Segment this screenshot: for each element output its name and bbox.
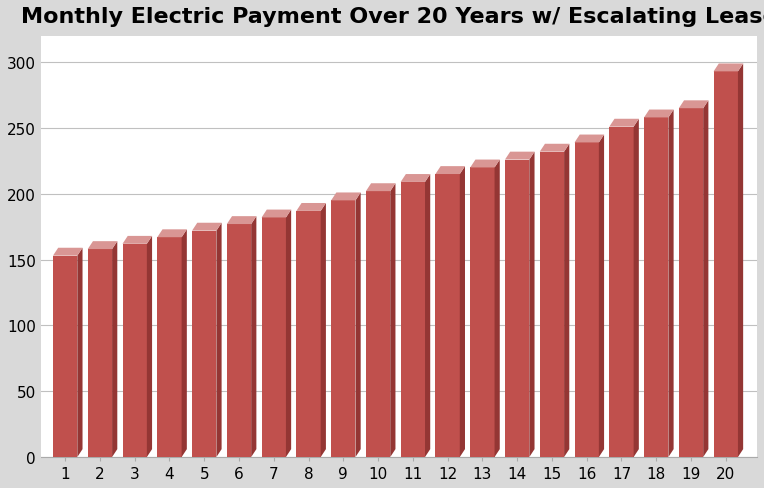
Polygon shape	[494, 160, 500, 457]
Polygon shape	[321, 203, 326, 457]
Bar	[400, 183, 425, 457]
Bar	[88, 249, 112, 457]
Polygon shape	[192, 224, 222, 231]
Bar	[435, 175, 460, 457]
Polygon shape	[122, 236, 152, 244]
Polygon shape	[251, 217, 257, 457]
Bar	[505, 160, 529, 457]
Bar	[261, 218, 286, 457]
Polygon shape	[331, 193, 361, 201]
Bar	[366, 192, 390, 457]
Polygon shape	[668, 110, 674, 457]
Polygon shape	[112, 242, 118, 457]
Bar	[575, 143, 599, 457]
Polygon shape	[88, 242, 118, 249]
Polygon shape	[714, 64, 743, 72]
Polygon shape	[390, 184, 396, 457]
Bar	[227, 224, 251, 457]
Polygon shape	[738, 64, 743, 457]
Bar	[157, 238, 182, 457]
Polygon shape	[157, 230, 187, 238]
Bar	[609, 127, 633, 457]
Polygon shape	[400, 175, 430, 183]
Polygon shape	[609, 120, 639, 127]
Bar	[53, 256, 77, 457]
Polygon shape	[575, 135, 604, 143]
Polygon shape	[296, 203, 326, 211]
Polygon shape	[564, 144, 569, 457]
Polygon shape	[539, 144, 569, 152]
Polygon shape	[633, 120, 639, 457]
Polygon shape	[227, 217, 257, 224]
Bar	[331, 201, 355, 457]
Bar	[679, 109, 703, 457]
Bar	[714, 72, 738, 457]
Polygon shape	[425, 175, 430, 457]
Polygon shape	[435, 167, 465, 175]
Bar	[192, 231, 216, 457]
Polygon shape	[53, 248, 83, 256]
Bar	[296, 211, 321, 457]
Polygon shape	[460, 167, 465, 457]
Polygon shape	[355, 193, 361, 457]
Polygon shape	[286, 210, 291, 457]
Bar	[644, 118, 668, 457]
Polygon shape	[644, 110, 674, 118]
Polygon shape	[599, 135, 604, 457]
Bar	[470, 168, 494, 457]
Polygon shape	[505, 152, 535, 160]
Title: Monthly Electric Payment Over 20 Years w/ Escalating Lease: Monthly Electric Payment Over 20 Years w…	[21, 7, 764, 27]
Polygon shape	[703, 101, 708, 457]
Polygon shape	[147, 236, 152, 457]
Polygon shape	[182, 230, 187, 457]
Polygon shape	[470, 160, 500, 168]
Polygon shape	[77, 248, 83, 457]
Bar	[122, 244, 147, 457]
Polygon shape	[529, 152, 535, 457]
Polygon shape	[679, 101, 708, 109]
Polygon shape	[216, 224, 222, 457]
Polygon shape	[366, 184, 396, 192]
Bar	[539, 152, 564, 457]
Polygon shape	[261, 210, 291, 218]
